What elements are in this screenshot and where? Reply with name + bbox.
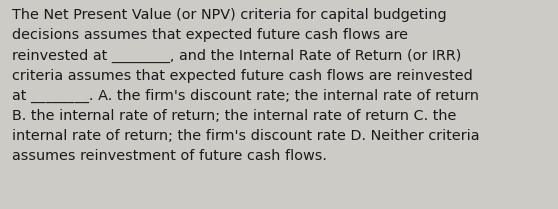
Text: The Net Present Value (or NPV) criteria for capital budgeting
decisions assumes : The Net Present Value (or NPV) criteria …: [12, 8, 480, 163]
